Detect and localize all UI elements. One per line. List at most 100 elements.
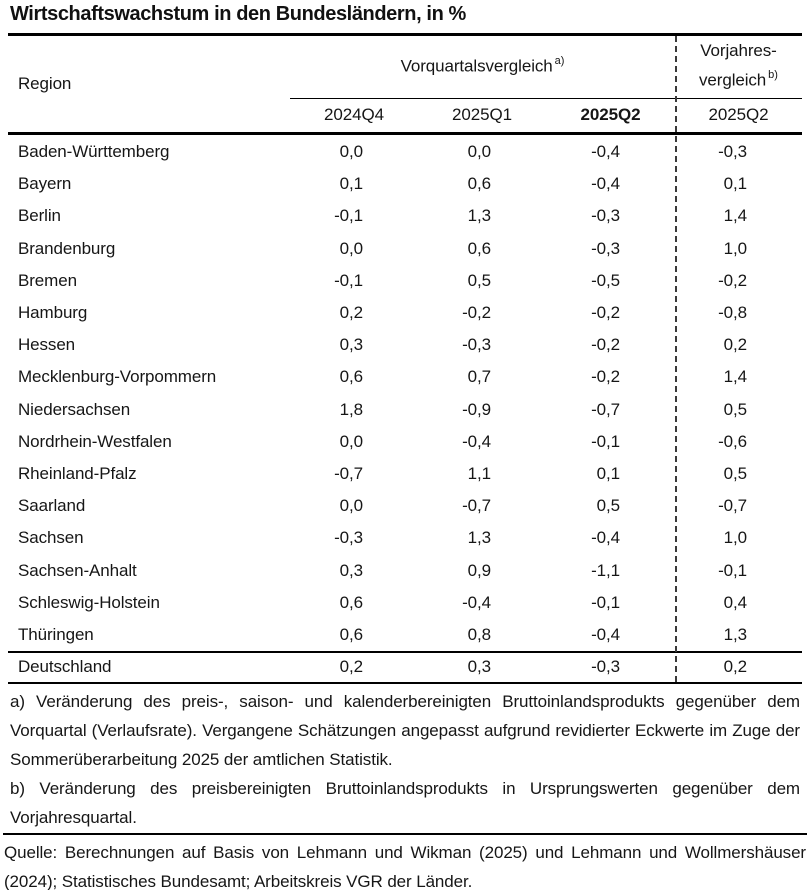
value-cell: -0,4	[591, 142, 620, 162]
region-cell: Hessen	[18, 335, 76, 355]
value-cell: -1,1	[591, 560, 620, 580]
value-cell: -0,7	[718, 496, 747, 516]
footnote-b: b) Veränderung des preisbereinigten Brut…	[10, 779, 800, 827]
value-cell: 0,0	[339, 496, 363, 516]
value-cell: -0,4	[591, 528, 620, 548]
region-cell: Brandenburg	[18, 238, 116, 258]
region-cell: Nordrhein-Westfalen	[18, 431, 172, 451]
value-cell: 1,1	[467, 463, 491, 483]
value-cell: -0,7	[334, 463, 363, 483]
value-cell: -0,4	[591, 174, 620, 194]
value-cell: 0,0	[339, 142, 363, 162]
value-cell: -0,1	[591, 592, 620, 612]
region-cell: Bremen	[18, 270, 77, 290]
group1-label: Vorquartalsvergleich	[400, 56, 553, 76]
value-cell: 0,1	[723, 174, 747, 194]
footnote-marker-b: b)	[768, 69, 778, 81]
table-row: Schleswig-Holstein 0,6 -0,4 -0,1 0,4	[8, 587, 802, 619]
value-cell: 0,2	[723, 657, 747, 676]
value-cell: -0,1	[718, 560, 747, 580]
total-row-deutschland: Deutschland 0,2 0,3 -0,3 0,2	[8, 653, 802, 681]
value-cell: 0,1	[596, 463, 620, 483]
table-row: Niedersachsen 1,8 -0,9 -0,7 0,5	[8, 394, 802, 426]
quarter-header-2025q1: 2025Q1	[452, 105, 512, 124]
value-cell: 0,6	[339, 367, 363, 387]
value-cell: -0,3	[462, 335, 491, 355]
quarter-header-2024q4: 2024Q4	[324, 105, 384, 124]
region-cell: Thüringen	[18, 624, 94, 644]
region-cell: Rheinland-Pfalz	[18, 463, 137, 483]
quarter-header-row: 2024Q4 2025Q1 2025Q2 2025Q2	[8, 105, 802, 125]
value-cell: 0,3	[339, 335, 363, 355]
value-cell: 1,3	[467, 206, 491, 226]
table-row: Sachsen-Anhalt 0,3 0,9 -1,1 -0,1	[8, 554, 802, 586]
value-cell: 1,0	[723, 528, 747, 548]
value-cell: -0,2	[718, 270, 747, 290]
value-cell: 0,6	[339, 624, 363, 644]
value-cell: 1,4	[723, 367, 747, 387]
value-cell: -0,8	[718, 303, 747, 323]
value-cell: 0,0	[339, 431, 363, 451]
table-row: Hessen 0,3 -0,3 -0,2 0,2	[8, 329, 802, 361]
region-cell: Sachsen	[18, 528, 84, 548]
dashed-column-divider	[675, 36, 677, 682]
value-cell: 1,0	[723, 238, 747, 258]
table-row: Mecklenburg-Vorpommern 0,6 0,7 -0,2 1,4	[8, 361, 802, 393]
value-cell: 0,8	[467, 624, 491, 644]
table-row: Bremen -0,1 0,5 -0,5 -0,2	[8, 265, 802, 297]
value-cell: 0,9	[467, 560, 491, 580]
region-cell: Schleswig-Holstein	[18, 592, 160, 612]
table-row: Sachsen -0,3 1,3 -0,4 1,0	[8, 522, 802, 554]
region-cell: Sachsen-Anhalt	[18, 560, 137, 580]
column-group-vorquartalsvergleich: Vorquartalsvergleich a)	[290, 55, 675, 77]
quarter-header-2025q2-yoy: 2025Q2	[708, 105, 769, 124]
region-cell: Mecklenburg-Vorpommern	[18, 367, 217, 387]
group2-label: vergleich	[699, 70, 767, 90]
value-cell: 0,0	[339, 238, 363, 258]
footnote-marker-a: a)	[554, 55, 565, 67]
total-row-top-rule	[8, 651, 802, 653]
region-cell: Baden-Württemberg	[18, 142, 170, 162]
value-cell: 0,3	[339, 560, 363, 580]
footnote-a: a) Veränderung des preis-, saison- und k…	[10, 692, 800, 769]
value-cell: 0,6	[467, 238, 491, 258]
value-cell: 1,8	[339, 399, 363, 419]
value-cell: 1,4	[723, 206, 747, 226]
quarter-header-2025q2-current: 2025Q2	[580, 105, 641, 124]
value-cell: 0,7	[467, 367, 491, 387]
table-row: Berlin -0,1 1,3 -0,3 1,4	[8, 200, 802, 232]
region-cell: Deutschland	[18, 657, 112, 676]
value-cell: -0,3	[334, 528, 363, 548]
table-row: Brandenburg 0,0 0,6 -0,3 1,0	[8, 233, 802, 265]
table-row: Thüringen 0,6 0,8 -0,4 1,3	[8, 619, 802, 651]
value-cell: 1,3	[467, 528, 491, 548]
value-cell: 0,5	[467, 270, 491, 290]
value-cell: 1,3	[723, 624, 747, 644]
table-row: Saarland 0,0 -0,7 0,5 -0,7	[8, 490, 802, 522]
value-cell: -0,7	[462, 496, 491, 516]
total-row-bottom-rule	[8, 682, 802, 684]
value-cell: -0,2	[591, 303, 620, 323]
footnotes-block: a) Veränderung des preis-, saison- und k…	[10, 687, 800, 832]
source-rule	[3, 833, 807, 835]
region-cell: Bayern	[18, 174, 72, 194]
value-cell: -0,2	[462, 303, 491, 323]
value-cell: -0,3	[591, 657, 620, 676]
table-title: Wirtschaftswachstum in den Bundesländern…	[10, 3, 466, 25]
value-cell: 0,2	[339, 657, 363, 676]
table-row: Baden-Württemberg 0,0 0,0 -0,4 -0,3	[8, 136, 802, 168]
region-cell: Niedersachsen	[18, 399, 131, 419]
value-cell: -0,7	[591, 399, 620, 419]
value-cell: 0,4	[723, 592, 747, 612]
header-bottom-rule	[8, 132, 802, 135]
value-cell: -0,1	[334, 206, 363, 226]
table-row: Rheinland-Pfalz -0,7 1,1 0,1 0,5	[8, 458, 802, 490]
region-cell: Berlin	[18, 206, 61, 226]
value-cell: -0,2	[591, 367, 620, 387]
table-row: Bayern 0,1 0,6 -0,4 0,1	[8, 168, 802, 200]
value-cell: -0,4	[462, 431, 491, 451]
value-cell: -0,5	[591, 270, 620, 290]
value-cell: 0,6	[467, 174, 491, 194]
value-cell: 0,5	[723, 399, 747, 419]
